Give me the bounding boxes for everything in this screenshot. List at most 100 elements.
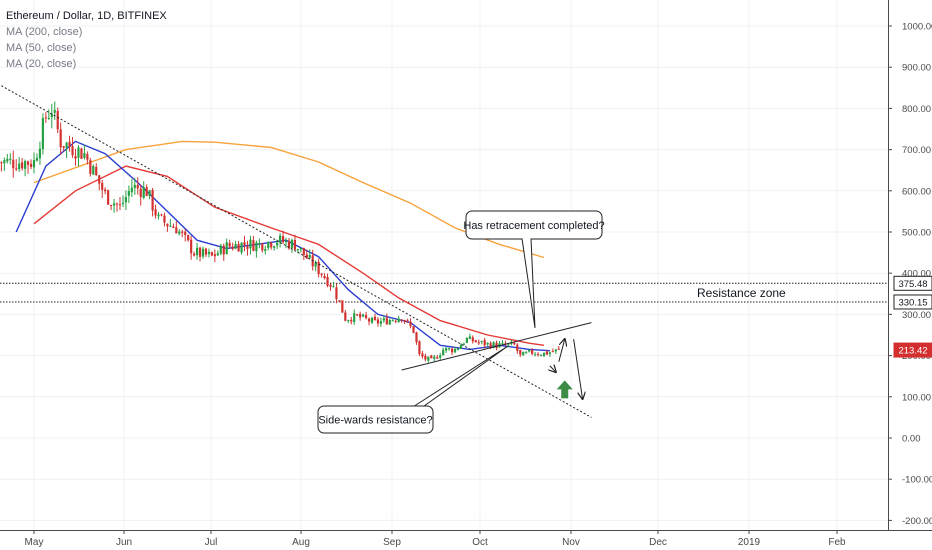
candle	[320, 273, 323, 278]
candle	[388, 318, 391, 326]
candle	[222, 243, 225, 261]
last-price-badge: 213.42	[893, 342, 932, 358]
candle	[142, 181, 145, 200]
candle	[59, 122, 62, 155]
candle-body	[430, 355, 433, 359]
candle	[172, 223, 175, 229]
candle-body	[391, 320, 394, 322]
candle-body	[112, 203, 116, 206]
candle	[3, 157, 6, 171]
candle	[204, 247, 208, 258]
candle-body	[181, 231, 184, 233]
candle-body	[356, 314, 359, 316]
candle-body	[65, 142, 68, 148]
candle	[459, 343, 463, 349]
candle-body	[382, 318, 385, 321]
candle	[270, 241, 273, 250]
candle-body	[433, 356, 436, 359]
candle	[154, 204, 157, 219]
candle-body	[267, 241, 270, 248]
candle	[545, 350, 549, 356]
candle-body	[507, 343, 510, 345]
candle	[522, 351, 525, 356]
candle	[436, 354, 439, 359]
candle	[525, 350, 528, 354]
last-price-badge-box	[893, 342, 932, 358]
candle	[353, 309, 356, 325]
candle	[528, 349, 531, 353]
candle-body	[353, 313, 356, 322]
candle-body	[394, 320, 397, 322]
candle-body	[29, 163, 33, 168]
candle-body	[513, 342, 516, 345]
candle	[0, 161, 3, 172]
x-tick-label: Feb	[828, 537, 846, 548]
candle	[68, 135, 71, 152]
candle	[382, 315, 385, 323]
y-tick-label: 0.00	[902, 434, 921, 445]
candle	[216, 250, 219, 256]
candle-body	[462, 343, 466, 345]
ma50-legend[interactable]: MA (50, close)	[6, 42, 77, 54]
candle	[362, 313, 365, 318]
candle-body	[198, 247, 202, 257]
candle	[477, 339, 480, 345]
candle	[136, 177, 139, 195]
candle	[364, 311, 368, 320]
candle-body	[213, 254, 216, 257]
candle	[264, 245, 267, 255]
candle-body	[74, 156, 77, 159]
candle-body	[314, 262, 317, 267]
candle	[133, 178, 136, 195]
candle	[536, 352, 540, 357]
candle-body	[483, 339, 486, 346]
candle-body	[388, 320, 391, 325]
candle	[237, 240, 240, 252]
ma200-legend[interactable]: MA (200, close)	[6, 26, 83, 38]
symbol-title[interactable]: Ethereum / Dollar, 1D, BITFINEX	[6, 10, 167, 22]
candle	[376, 317, 380, 327]
candle-body	[320, 273, 323, 275]
candle	[421, 350, 424, 359]
candle	[356, 313, 359, 317]
candle-body	[448, 348, 451, 350]
candle-body	[145, 187, 148, 196]
y-tick-label: 300.00	[902, 310, 931, 321]
candle-body	[293, 239, 297, 250]
candle-body	[133, 184, 136, 188]
candle	[293, 234, 297, 251]
candle	[83, 144, 86, 160]
candle	[551, 348, 554, 353]
candle	[175, 221, 178, 234]
candle-body	[62, 146, 65, 148]
candle-body	[130, 187, 133, 193]
resistance-levels: Resistance zone	[0, 282, 888, 303]
candle-body	[47, 117, 50, 119]
candle-body	[243, 242, 246, 246]
candle-body	[21, 162, 24, 169]
candle-body	[296, 249, 299, 251]
candle	[554, 349, 557, 354]
candle	[41, 113, 44, 155]
candle-body	[299, 248, 302, 250]
candle	[95, 163, 98, 176]
candle-body	[545, 351, 549, 355]
level-upper-badge: 375.48	[893, 275, 932, 291]
candle-body	[86, 154, 89, 160]
ma20-legend[interactable]: MA (20, close)	[6, 58, 77, 70]
candle	[201, 246, 205, 259]
candle-body	[219, 245, 222, 254]
callout-top-pointer	[521, 238, 536, 329]
candle	[145, 184, 148, 197]
candle-body	[136, 184, 139, 189]
candle	[228, 239, 231, 249]
candle-body	[471, 337, 474, 342]
candle	[391, 319, 394, 322]
candle-body	[344, 312, 347, 321]
candle-body	[542, 352, 546, 357]
candle-body	[71, 146, 74, 156]
candle-body	[548, 352, 552, 355]
candle-body	[77, 147, 80, 158]
